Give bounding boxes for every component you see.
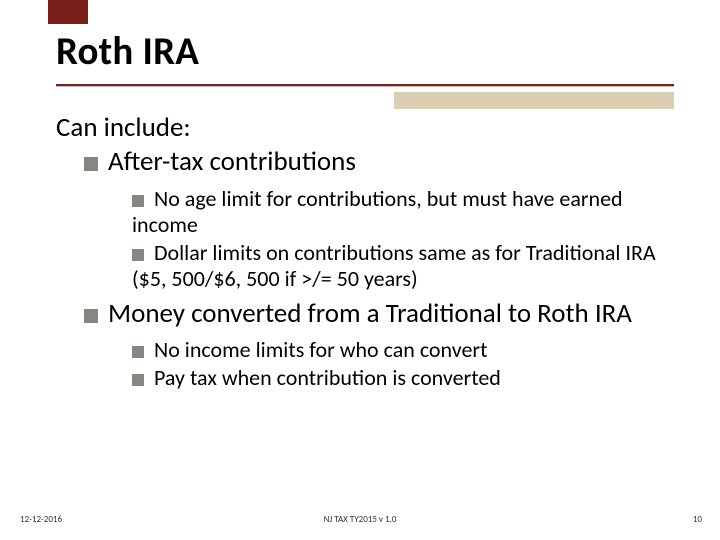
square-bullet-icon xyxy=(132,374,144,386)
footer-date: 12-12-2016 xyxy=(20,514,62,525)
list-item: Pay tax when contribution is converted xyxy=(132,365,674,391)
bullet-text: No income limits for who can convert xyxy=(154,336,487,363)
list-item: After-tax contributions No age limit for… xyxy=(78,146,674,292)
title-underline xyxy=(56,84,674,87)
square-bullet-icon xyxy=(84,157,98,171)
list-item: Money converted from a Traditional to Ro… xyxy=(78,298,674,392)
list-item: No income limits for who can convert xyxy=(132,337,674,363)
title-area: Roth IRA xyxy=(56,28,674,75)
bullet-text: No age limit for contributions, but must… xyxy=(132,185,623,238)
title-accent-bar xyxy=(394,92,674,109)
square-bullet-icon xyxy=(132,195,144,207)
bullet-list-level2: No income limits for who can convert Pay… xyxy=(84,337,674,391)
page-title: Roth IRA xyxy=(56,28,674,75)
content-area: Can include: After-tax contributions No … xyxy=(56,112,674,397)
bullet-list-level1: After-tax contributions No age limit for… xyxy=(56,146,674,391)
footer-page-number: 10 xyxy=(693,514,702,525)
footer: 12-12-2016 NJ TAX TY2015 v 1.0 10 xyxy=(0,514,720,530)
square-bullet-icon xyxy=(132,249,144,261)
slide: Roth IRA Can include: After-tax contribu… xyxy=(0,0,720,540)
square-bullet-icon xyxy=(84,309,98,323)
bullet-text: After-tax contributions xyxy=(108,145,356,178)
bullet-text: Dollar limits on contributions same as f… xyxy=(132,239,656,292)
intro-text: Can include: xyxy=(56,112,674,144)
bullet-text: Money converted from a Traditional to Ro… xyxy=(108,297,632,330)
square-bullet-icon xyxy=(132,346,144,358)
list-item: Dollar limits on contributions same as f… xyxy=(132,240,674,292)
accent-block xyxy=(48,0,88,24)
bullet-list-level2: No age limit for contributions, but must… xyxy=(84,186,674,292)
list-item: No age limit for contributions, but must… xyxy=(132,186,674,238)
bullet-text: Pay tax when contribution is converted xyxy=(154,364,501,391)
footer-version: NJ TAX TY2015 v 1.0 xyxy=(324,514,397,525)
